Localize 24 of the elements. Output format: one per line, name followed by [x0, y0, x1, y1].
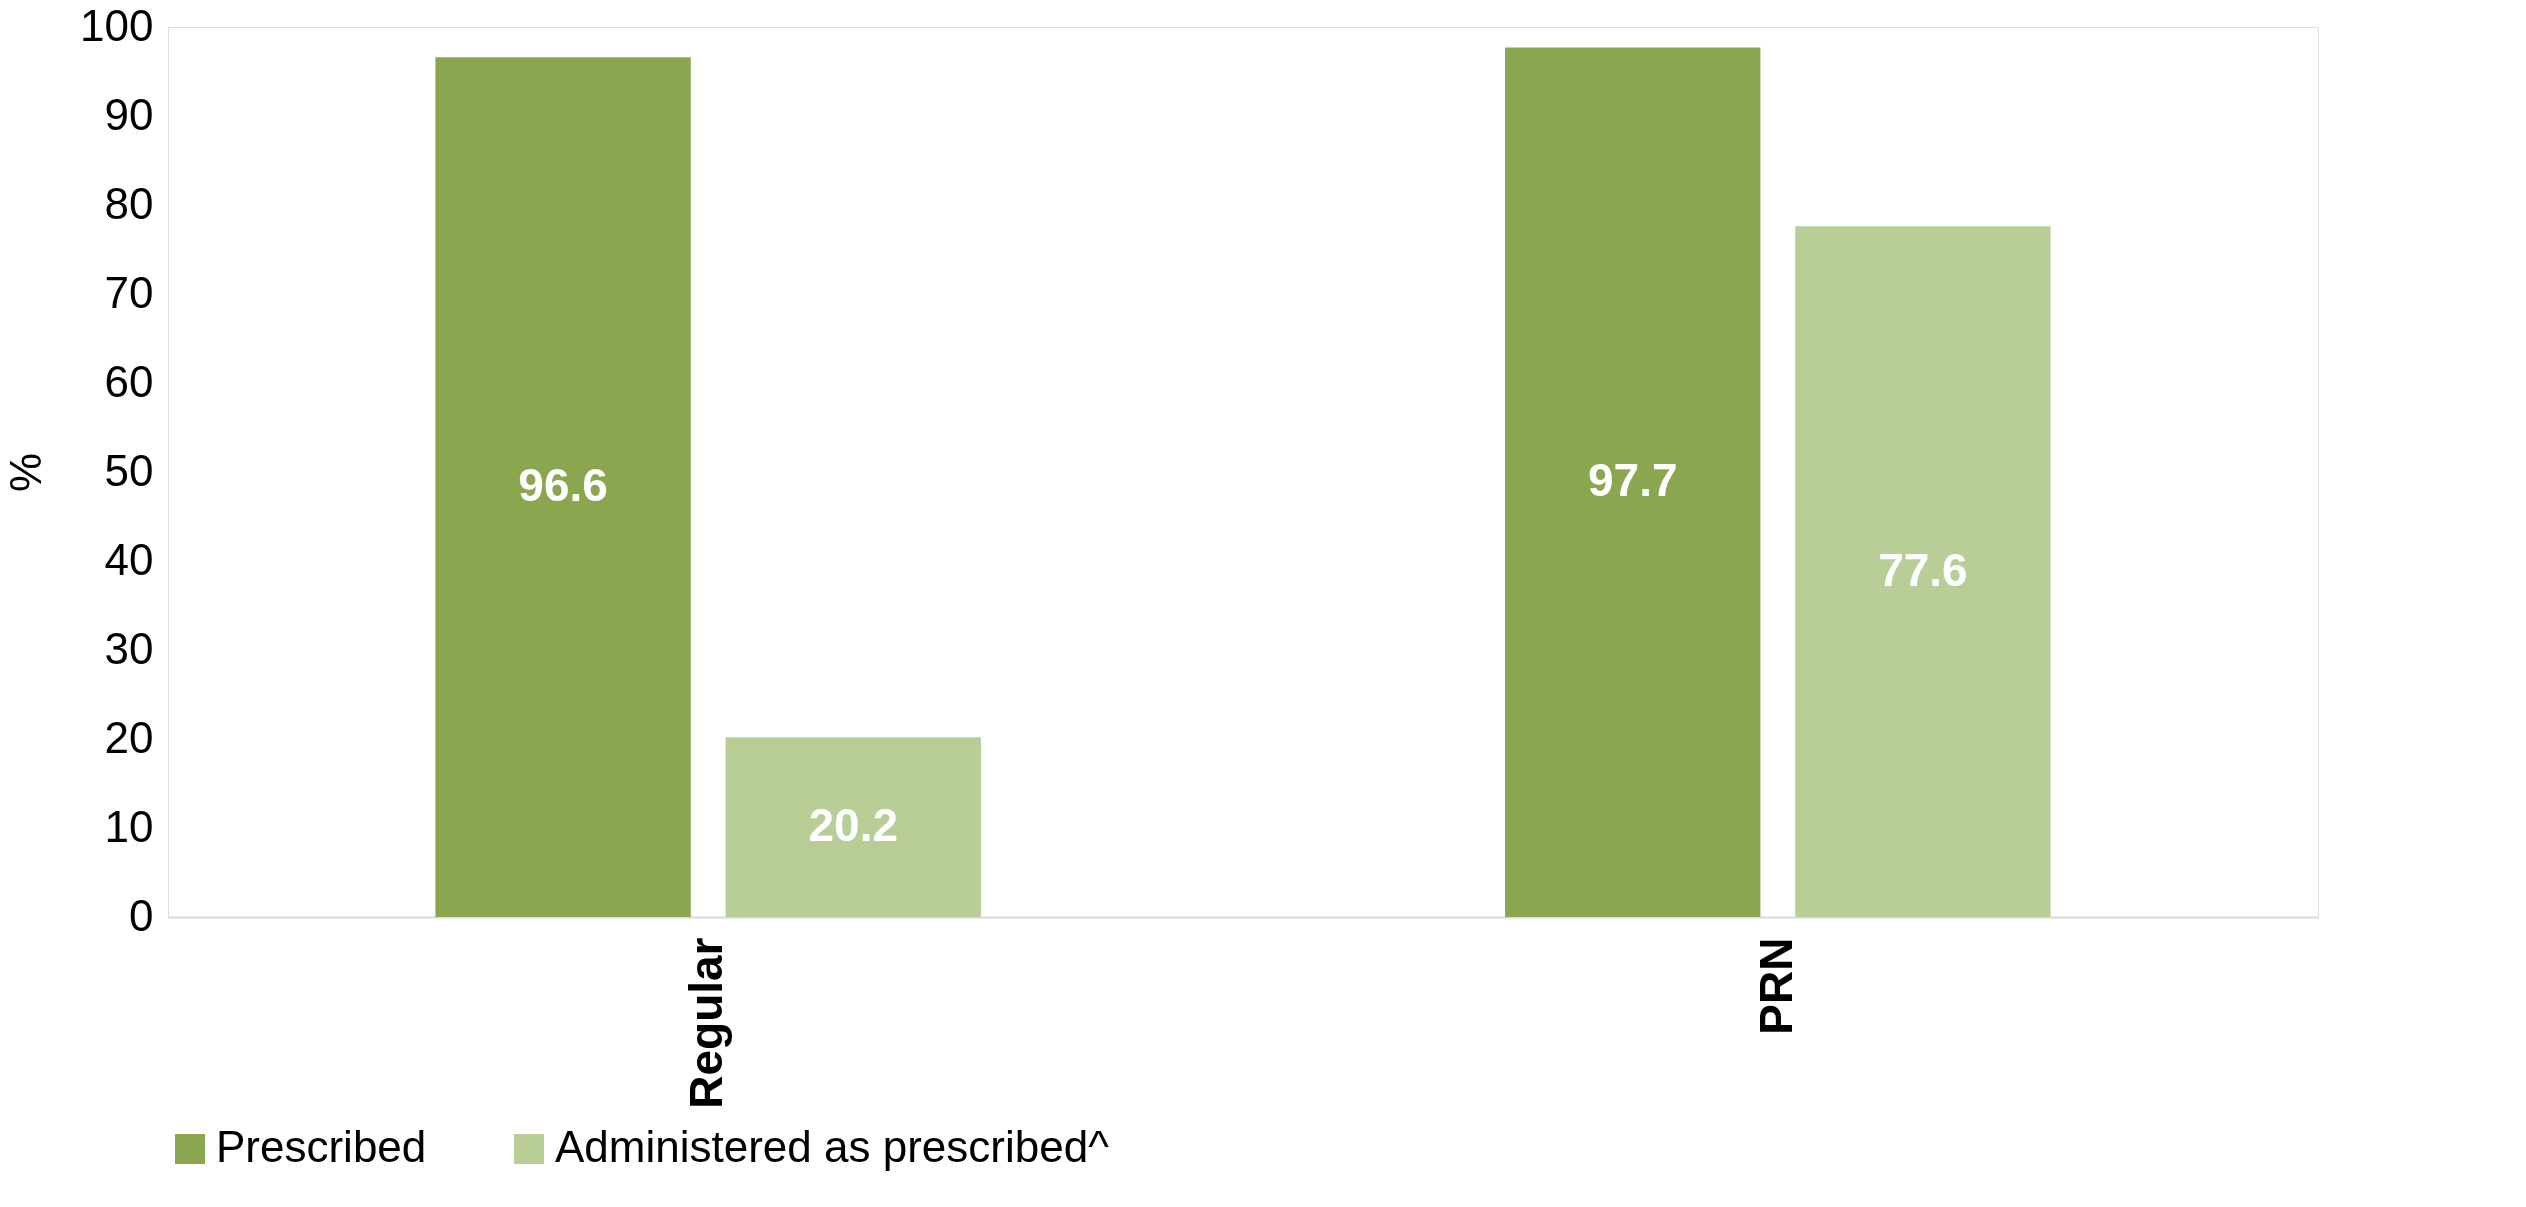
y-tick-label: 0 — [129, 890, 154, 940]
y-axis-title: % — [1, 452, 51, 493]
y-tick-label: 50 — [104, 445, 154, 495]
y-tick-label: 90 — [104, 89, 154, 139]
legend-label: Administered as prescribed^ — [555, 1122, 1110, 1171]
y-tick-label: 100 — [80, 0, 154, 50]
x-tick-label: PRN — [1749, 937, 1802, 1035]
data-label: 77.6 — [1878, 543, 1968, 596]
x-tick-label: Regular — [680, 937, 733, 1109]
bar — [435, 57, 691, 917]
bar — [1795, 226, 2051, 917]
bar — [725, 737, 981, 917]
y-tick-label: 80 — [104, 178, 154, 228]
data-label: 96.6 — [518, 459, 608, 512]
data-label: 20.2 — [808, 799, 899, 852]
legend-label: Prescribed — [216, 1122, 427, 1171]
y-tick-label: 10 — [104, 801, 154, 851]
bar — [1505, 47, 1761, 917]
y-tick-label: 70 — [104, 267, 154, 317]
data-label: 97.7 — [1587, 454, 1678, 507]
y-tick-label: 30 — [104, 623, 154, 673]
y-tick-label: 40 — [104, 534, 154, 584]
y-tick-label: 60 — [104, 356, 154, 406]
y-tick-label: 20 — [104, 712, 154, 762]
